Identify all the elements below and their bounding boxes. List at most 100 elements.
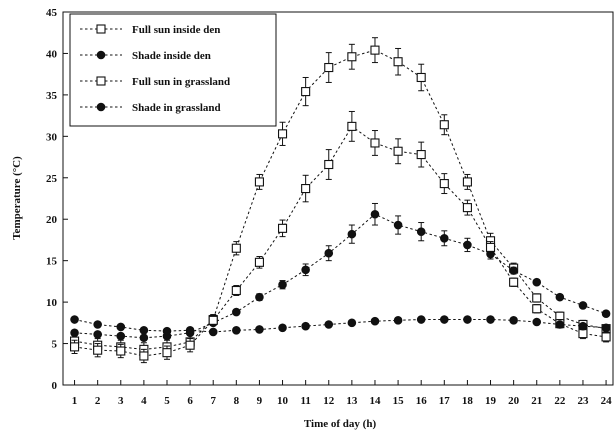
data-point (162, 348, 172, 358)
data-point (347, 318, 357, 328)
data-point (555, 320, 565, 329)
data-point (416, 72, 426, 83)
data-point (601, 332, 611, 342)
series-layer (70, 37, 611, 364)
data-point (162, 326, 172, 336)
y-tick-label: 15 (46, 256, 58, 268)
data-point (370, 138, 380, 148)
data-point (416, 150, 426, 160)
data-point (255, 292, 264, 302)
x-tick-label: 23 (577, 395, 589, 407)
data-point (509, 316, 518, 325)
data-point (277, 129, 288, 139)
data-point (486, 315, 495, 324)
x-tick-label: 24 (601, 395, 613, 407)
data-point (462, 177, 472, 187)
x-tick-label: 11 (300, 395, 310, 407)
x-tick-label: 1 (72, 395, 78, 407)
legend-label: Shade inside den (132, 50, 211, 62)
data-point (185, 340, 195, 350)
y-tick-label: 20 (46, 214, 58, 226)
data-point (301, 87, 311, 97)
legend-marker (96, 76, 106, 86)
data-point (301, 321, 310, 331)
data-point (231, 243, 241, 253)
series-4 (70, 315, 611, 337)
data-point (231, 285, 241, 296)
data-point (70, 315, 79, 324)
data-point (370, 209, 380, 219)
data-point (532, 277, 542, 287)
y-tick-label: 25 (46, 173, 58, 185)
x-tick-label: 4 (141, 395, 147, 407)
y-tick-label: 45 (46, 7, 58, 19)
y-tick-label: 30 (46, 131, 58, 143)
data-point (578, 321, 588, 331)
legend-entry: Full sun inside den (80, 24, 220, 36)
data-point (555, 292, 565, 302)
x-tick-label: 22 (554, 395, 566, 407)
data-point (70, 328, 79, 338)
data-point (393, 146, 403, 156)
x-tick-label: 7 (210, 395, 216, 407)
y-tick-label: 5 (52, 339, 58, 351)
data-point (462, 203, 472, 213)
data-point (439, 120, 449, 130)
data-point (324, 248, 334, 258)
legend-label: Shade in grassland (132, 102, 221, 114)
legend-label: Full sun inside den (132, 24, 220, 36)
data-point (324, 320, 334, 329)
data-point (185, 325, 195, 335)
data-point (301, 265, 310, 275)
legend: Full sun inside den Shade inside den Full … (69, 13, 277, 127)
data-point (440, 233, 449, 243)
x-tick-label: 3 (118, 395, 124, 407)
series-line (74, 213, 607, 339)
data-point (254, 257, 264, 267)
legend-entry: Shade inside den (80, 50, 211, 62)
data-point (301, 184, 311, 194)
data-point (463, 240, 472, 250)
data-point (439, 179, 449, 189)
x-tick-label: 14 (369, 395, 381, 407)
data-point (509, 277, 519, 287)
data-point (485, 242, 496, 252)
x-tick-label: 10 (277, 395, 289, 407)
series-2 (70, 202, 611, 343)
data-point (532, 293, 542, 303)
data-point (278, 280, 287, 290)
x-axis-title: Time of day (h) (304, 418, 377, 430)
data-point (232, 307, 241, 317)
x-tick-label: 13 (346, 395, 358, 407)
y-tick-label: 35 (46, 90, 58, 102)
data-point (393, 57, 403, 67)
data-point (278, 323, 287, 333)
data-point (139, 333, 149, 343)
data-point (93, 320, 102, 329)
data-point (532, 317, 542, 327)
y-axis: 0 5 10 15 20 25 30 35 40 45 (46, 7, 68, 392)
x-tick-label: 17 (439, 395, 451, 407)
data-point (347, 229, 357, 239)
series-line (74, 319, 607, 333)
x-tick-label: 15 (393, 395, 405, 407)
x-axis: 1 2 3 4 5 6 7 8 9 10 11 12 13 14 15 16 17 18 19 20 21 22 23 24 (72, 380, 612, 407)
legend-marker (96, 50, 106, 60)
data-point (463, 315, 472, 324)
data-point (139, 351, 149, 361)
x-tick-label: 6 (187, 395, 193, 407)
data-point (116, 322, 126, 332)
legend-entry: Shade in grassland (80, 102, 221, 114)
legend-label: Full sun in grassland (132, 76, 230, 88)
data-point (393, 220, 403, 230)
data-point (93, 330, 102, 339)
x-tick-label: 8 (234, 395, 240, 407)
data-point (601, 309, 611, 319)
data-point (70, 342, 80, 352)
x-tick-label: 20 (508, 395, 520, 407)
y-axis-title: Temperature (°C) (11, 156, 23, 240)
data-point (370, 45, 380, 55)
data-point (208, 327, 218, 337)
data-point (440, 315, 449, 324)
x-tick-label: 5 (164, 395, 170, 407)
